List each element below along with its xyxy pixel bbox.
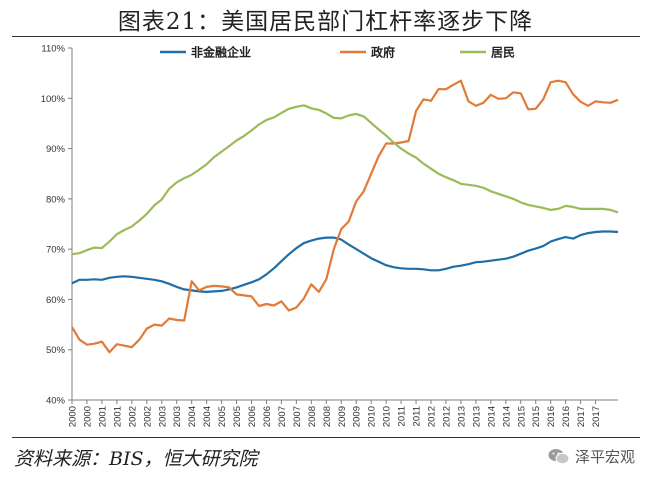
series-line-非金融企业: [71, 230, 619, 293]
x-tick-label: 2003: [172, 406, 183, 427]
x-tick-label: 2015: [531, 406, 542, 427]
legend: 非金融企业 政府 居民: [160, 45, 515, 60]
x-tick-label: 2001: [112, 406, 123, 427]
x-tick-label: 2006: [247, 406, 258, 427]
y-tick-label: 80%: [46, 194, 66, 205]
series-line-居民: [71, 104, 619, 256]
legend-label: 政府: [371, 45, 395, 60]
x-tick-label: 2012: [441, 406, 452, 427]
x-tick-label: 2012: [427, 406, 438, 427]
series-lines: [71, 79, 619, 354]
watermark-text: 泽平宏观: [574, 448, 635, 466]
x-tick-label: 2015: [516, 406, 527, 427]
x-tick-label: 2001: [97, 406, 108, 427]
axes: 40% 50% 60% 70% 80% 90% 100% 110% 2000 2000 2001 20…: [41, 44, 618, 427]
x-tick-label: 2000: [82, 406, 93, 427]
y-tick-label: 100%: [41, 94, 66, 105]
y-tick-label: 50%: [46, 345, 66, 356]
x-tick-label: 2004: [202, 406, 213, 427]
x-tick-label: 2009: [337, 406, 348, 427]
x-tick-label: 2005: [232, 406, 243, 427]
x-tick-label: 2008: [307, 406, 318, 427]
x-tick-label: 2011: [412, 406, 423, 426]
x-tick-label: 2002: [142, 406, 153, 427]
x-tick-label: 2014: [501, 406, 512, 427]
x-tick-label: 2006: [262, 406, 273, 427]
x-tick-label: 2010: [382, 406, 393, 427]
x-tick-label: 2017: [576, 406, 587, 427]
y-tick-label: 70%: [46, 245, 66, 256]
legend-label: 非金融企业: [191, 45, 251, 60]
x-tick-label: 2013: [471, 406, 482, 427]
y-tick-label: 60%: [46, 295, 66, 306]
series-line-政府: [71, 79, 619, 354]
y-tick-label: 90%: [46, 144, 66, 155]
title-rule: [12, 36, 640, 37]
x-tick-label: 2003: [157, 406, 168, 427]
x-tick-label: 2016: [561, 406, 572, 427]
x-tick-label: 2011: [397, 406, 408, 426]
x-tick-label: 2016: [546, 406, 557, 427]
source-rule: [12, 437, 640, 438]
x-tick-label: 2002: [127, 406, 138, 427]
x-tick-label: 2004: [187, 406, 198, 427]
x-tick-label: 2010: [367, 406, 378, 427]
watermark: 泽平宏观: [548, 446, 635, 467]
y-tick-label: 40%: [46, 396, 66, 407]
x-tick-label: 2000: [68, 406, 79, 427]
x-tick-label: 2013: [456, 406, 467, 427]
page-title: 图表21：美国居民部门杠杆率逐步下降: [117, 9, 534, 35]
legend-label: 居民: [491, 46, 515, 60]
x-tick-label: 2007: [277, 406, 288, 427]
x-tick-label: 2009: [352, 406, 363, 427]
x-tick-label: 2017: [591, 406, 602, 427]
source-note: 资料来源：BIS，恒大研究院: [14, 448, 258, 470]
line-chart: 40% 50% 60% 70% 80% 90% 100% 110% 2000 2000 2001 20…: [41, 44, 619, 427]
x-tick-label: 2007: [292, 406, 303, 427]
x-tick-label: 2008: [322, 406, 333, 427]
y-tick-label: 110%: [41, 44, 65, 55]
x-tick-label: 2005: [217, 406, 228, 427]
wechat-icon: [548, 449, 570, 465]
x-tick-label: 2014: [486, 406, 497, 427]
